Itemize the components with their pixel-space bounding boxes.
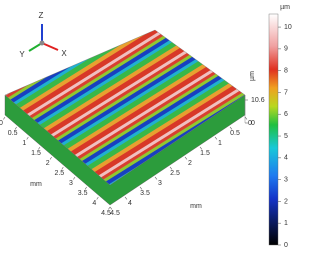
yaxis-tick-label: 0.5	[230, 130, 240, 137]
colorbar	[268, 13, 279, 246]
yaxis-tick-label: 3	[158, 180, 162, 187]
colorbar-tick-label: 3	[284, 176, 288, 183]
xaxis-tick	[108, 206, 111, 210]
xaxis-tick-label: 0.5	[8, 130, 18, 137]
xaxis-tick	[38, 146, 41, 150]
zaxis-label: µm	[249, 71, 256, 81]
triad	[28, 24, 59, 52]
chart: X Y Zµm 0 1 2 3 4 5 6 7 8 9 10 0 0.5 1 1.5 2 2.5 3 3.5 4 4.5 0 0.…	[0, 4, 292, 249]
yaxis-tick-label: 2	[188, 160, 192, 167]
yaxis-tick-label: 0	[248, 120, 252, 127]
yaxis-label: mm	[190, 203, 202, 210]
xaxis-tick	[96, 196, 99, 200]
yaxis-tick	[169, 166, 173, 170]
yaxis-tick-label: 3.5	[140, 190, 150, 197]
xaxis-tick-label: 1.5	[31, 150, 41, 157]
yaxis-tick	[199, 146, 203, 150]
yaxis-tick	[229, 126, 233, 130]
yaxis-tick-label: 2.5	[170, 170, 180, 177]
xaxis-tick-label: 4	[92, 200, 96, 207]
xaxis-tick-label: 3.5	[78, 190, 88, 197]
colorbar-tick-label: 0	[284, 242, 288, 249]
yaxis-tick-label: 4	[128, 200, 132, 207]
xaxis-tick	[26, 136, 29, 140]
colorbar-tick-label: 1	[284, 220, 288, 227]
triad-label: Y	[19, 50, 25, 59]
xaxis-tick	[61, 166, 64, 170]
yaxis-tick	[244, 116, 248, 120]
yaxis-tick-label: 1	[218, 140, 222, 147]
xaxis-tick-label: 1	[22, 140, 26, 147]
yaxis-tick-label: 1.5	[200, 150, 210, 157]
yaxis-tick	[154, 176, 158, 180]
zaxis-tick-label: 10.6	[251, 97, 265, 104]
xaxis-tick-label: 0	[0, 120, 3, 127]
yaxis-tick-label: 4.5	[110, 210, 120, 217]
xaxis-tick	[73, 176, 76, 180]
triad-label: X	[61, 49, 67, 58]
yaxis-tick	[139, 186, 143, 190]
yaxis-tick	[109, 206, 113, 210]
yaxis-tick	[124, 196, 128, 200]
colorbar-tick-label: 9	[284, 46, 288, 53]
colorbar-tick-label: 4	[284, 155, 288, 162]
zaxis-tick-label: 0	[251, 120, 255, 127]
xaxis-tick-label: 2	[46, 160, 50, 167]
colorbar-tick-label: 8	[284, 68, 288, 75]
triad-label: Z	[39, 11, 44, 20]
colorbar-tick-label: 7	[284, 89, 288, 96]
xaxis-tick	[14, 126, 17, 130]
colorbar-tick-label: 6	[284, 111, 288, 118]
yaxis-tick	[184, 156, 188, 160]
yaxis-tick	[214, 136, 218, 140]
colorbar-tick-label: 2	[284, 198, 288, 205]
surface	[4, 29, 246, 186]
xaxis-tick-label: 4.5	[101, 210, 111, 217]
xaxis-tick	[49, 156, 52, 160]
xaxis-tick-label: 3	[69, 180, 73, 187]
xaxis-label: mm	[30, 181, 42, 188]
colorbar-label: µm	[280, 4, 290, 11]
colorbar-tick-label: 10	[284, 24, 292, 31]
xaxis-tick	[84, 186, 87, 190]
xaxis-tick	[3, 116, 6, 120]
colorbar-tick-label: 5	[284, 133, 288, 140]
xaxis-tick-label: 2.5	[54, 170, 64, 177]
